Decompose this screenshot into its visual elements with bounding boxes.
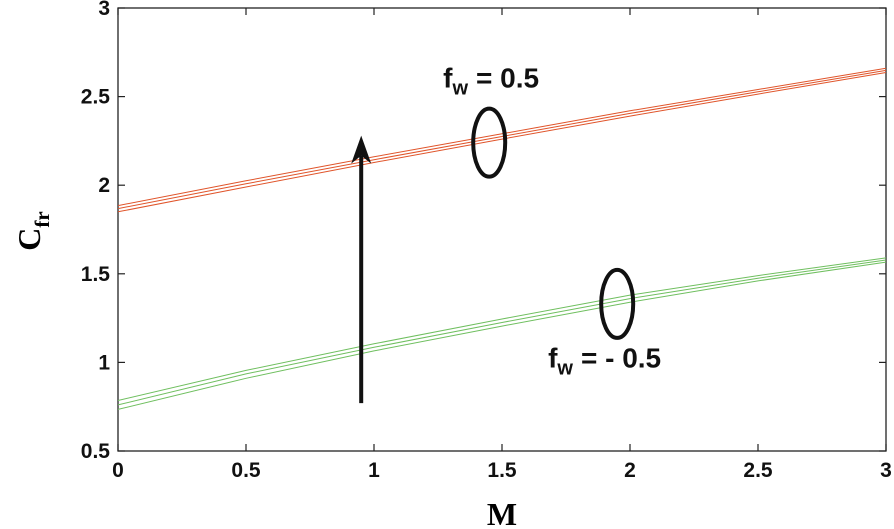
- annotation-value: = - 0.5: [581, 343, 661, 374]
- annotation-subscript: w: [556, 358, 573, 380]
- y-axis-label: Cfr: [11, 211, 54, 250]
- annotation-lower: fw = - 0.5: [548, 343, 661, 380]
- x-tick-label: 2.5: [743, 459, 773, 482]
- y-axis-label-sub: fr: [30, 211, 54, 227]
- y-axis-label-main: C: [11, 228, 47, 251]
- arrow-layer: [351, 135, 372, 404]
- x-tick-label: 3: [880, 459, 892, 482]
- x-tick-label: 1: [368, 459, 380, 482]
- annotation-layer: fw = 0.5fw = - 0.5: [443, 63, 661, 380]
- ellipse-marker-upper: [471, 106, 508, 179]
- y-tick-labels: 0.5 1 1.5 2 2.5 3: [81, 0, 111, 463]
- series-line-lower-3: [117, 257, 887, 401]
- annotation-value: = 0.5: [476, 63, 539, 94]
- ellipse-marker-lower: [599, 267, 636, 340]
- x-tick-label: 1.5: [487, 459, 517, 482]
- arrow-head: [351, 135, 372, 164]
- series-line-upper-0: [117, 67, 887, 207]
- tick-marks: [117, 7, 887, 452]
- x-axis-label: M: [487, 496, 517, 529]
- series-line-upper-1: [117, 69, 887, 210]
- annotation-symbol: f: [443, 63, 453, 94]
- annotation-subscript: w: [451, 78, 468, 100]
- x-tick-label: 0.5: [231, 459, 261, 482]
- y-tick-label: 0.5: [81, 440, 111, 463]
- y-tick-label: 3: [98, 0, 110, 20]
- series-layer: [117, 67, 887, 410]
- x-tick-labels: 0 0.5 1 1.5 2 2.5 3: [112, 459, 892, 482]
- y-tick-label: 2.5: [81, 86, 111, 109]
- y-tick-label: 1.5: [81, 263, 111, 286]
- series-line-upper-2: [117, 72, 887, 213]
- annotation-upper: fw = 0.5: [443, 63, 539, 100]
- y-tick-label: 2: [98, 174, 110, 197]
- svg-text:Cfr: Cfr: [11, 211, 54, 250]
- series-line-lower-5: [117, 261, 887, 410]
- x-tick-label: 0: [112, 459, 124, 482]
- y-tick-label: 1: [98, 351, 110, 374]
- series-line-lower-4: [117, 259, 887, 406]
- annotation-symbol: f: [548, 343, 558, 374]
- x-tick-label: 2: [624, 459, 636, 482]
